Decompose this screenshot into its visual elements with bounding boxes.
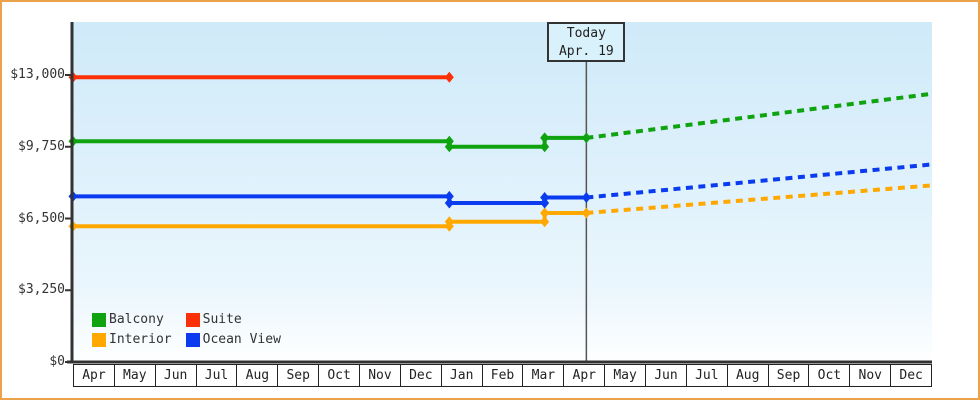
- series-marker-ocean-view: [444, 190, 454, 202]
- series-marker-interior: [540, 216, 550, 228]
- x-axis-month-row: Apr May Jun Jul Aug Sep Oct Nov Dec Jan Feb Mar Apr M…: [73, 364, 933, 387]
- y-tick-label: $3,250: [18, 282, 65, 298]
- x-axis-month-cell: Dec: [399, 364, 442, 387]
- x-axis-month-cell: Jun: [154, 364, 197, 387]
- x-axis-month-cell: Apr: [73, 364, 115, 387]
- x-axis-month-cell: Sep: [277, 364, 320, 387]
- ocean-view-color-swatch-icon: [185, 333, 200, 347]
- plot-area: [73, 22, 932, 362]
- x-axis-month-cell: Apr: [563, 364, 606, 387]
- x-axis-month-cell: Feb: [481, 364, 524, 387]
- x-axis-month-cell: Dec: [890, 364, 933, 387]
- legend-item-suite: Suite: [185, 312, 281, 328]
- series-line-interior: [73, 210, 587, 229]
- x-axis-month-cell: May: [604, 364, 647, 387]
- series-marker-interior: [581, 207, 591, 219]
- y-tick-label: $6,500: [18, 210, 65, 226]
- series-marker-balcony: [581, 132, 591, 144]
- series-marker-ocean-view: [581, 192, 591, 204]
- suite-color-swatch-icon: [185, 313, 200, 327]
- today-label: Today: [566, 26, 606, 41]
- legend-item-balcony: Balcony: [92, 312, 172, 328]
- series-marker-interior: [444, 216, 454, 228]
- x-axis-month-cell: May: [113, 364, 156, 387]
- series-projection-balcony: [586, 91, 933, 140]
- legend-label-ocean-view: Ocean View: [202, 332, 281, 347]
- legend-item-ocean-view: Ocean View: [185, 332, 281, 348]
- x-axis-month-cell: Sep: [767, 364, 810, 387]
- y-tick-label: $13,000: [10, 67, 65, 82]
- legend-label-interior: Interior: [109, 332, 172, 347]
- balcony-color-swatch-icon: [92, 313, 106, 327]
- today-annotation-box: Today Apr. 19: [547, 22, 626, 62]
- legend-label-balcony: Balcony: [109, 312, 164, 327]
- series-marker-balcony: [444, 141, 454, 153]
- series-marker-ocean-view: [540, 192, 550, 204]
- x-axis-month-cell: Oct: [318, 364, 361, 387]
- series-line-balcony: [73, 135, 587, 149]
- series-marker-balcony: [540, 141, 550, 153]
- x-axis-month-cell: Jul: [195, 364, 238, 387]
- x-axis-month-cell: Jun: [645, 364, 687, 387]
- x-axis-month-cell: Aug: [726, 364, 769, 387]
- series-marker-interior: [540, 207, 550, 219]
- series-projection-interior: [586, 183, 933, 215]
- series-line-ocean-view: [73, 194, 587, 206]
- x-axis-month-cell: Jul: [685, 364, 728, 387]
- x-axis-month-cell: Nov: [359, 364, 401, 387]
- today-date-label: Apr. 19: [558, 44, 614, 59]
- interior-color-swatch-icon: [92, 333, 106, 347]
- series-marker-ocean-view: [444, 197, 454, 209]
- series-marker-suite: [444, 71, 454, 83]
- series-marker-balcony: [444, 135, 454, 147]
- x-axis-month-cell: Oct: [808, 364, 851, 387]
- x-axis-month-cell: Nov: [849, 364, 892, 387]
- legend-item-interior: Interior: [92, 332, 172, 348]
- x-axis-month-cell: Mar: [522, 364, 565, 387]
- series-marker-ocean-view: [540, 197, 550, 209]
- legend-label-suite: Suite: [202, 312, 242, 327]
- y-tick-label: $0: [49, 354, 65, 369]
- x-axis-month-cell: Aug: [236, 364, 279, 387]
- x-axis-month-cell: Jan: [440, 364, 483, 387]
- y-tick-label: $9,750: [18, 138, 65, 154]
- series-projection-ocean-view: [586, 162, 933, 200]
- chart-legend: Balcony Suite Interior Ocean View: [92, 312, 281, 348]
- series-marker-balcony: [540, 132, 550, 144]
